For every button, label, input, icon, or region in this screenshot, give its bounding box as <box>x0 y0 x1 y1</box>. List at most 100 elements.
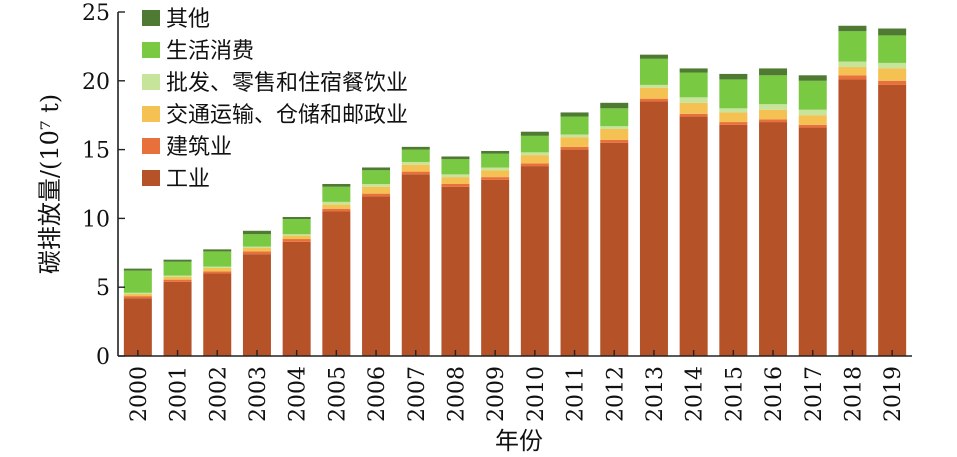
bar-segment-2019-series-1 <box>878 80 907 85</box>
bar-segment-2002-series-4 <box>203 251 232 267</box>
bars-layer <box>123 25 907 357</box>
bar-segment-2007-series-0 <box>401 174 430 356</box>
legend-swatch-series-5 <box>142 10 160 26</box>
bar-segment-2019-series-0 <box>878 84 907 357</box>
bar-segment-2013-series-1 <box>639 98 668 102</box>
x-tick-label: 2015 <box>722 366 747 422</box>
bar-segment-2004-series-4 <box>282 219 311 235</box>
bar-segment-2007-series-5 <box>401 146 430 150</box>
bar-segment-2004-series-0 <box>282 241 311 356</box>
x-tick-label: 2002 <box>206 366 231 422</box>
bar-segment-2003-series-0 <box>242 254 271 356</box>
legend-swatch-series-3 <box>142 74 160 90</box>
bar-segment-2006-series-2 <box>362 186 391 194</box>
bar-segment-2006-series-4 <box>362 170 391 184</box>
bar-segment-2008-series-4 <box>441 159 470 175</box>
bar-segment-2018-series-0 <box>838 79 867 357</box>
bar-segment-2017-series-4 <box>798 80 827 110</box>
bar-segment-2011-series-1 <box>560 146 589 150</box>
bar-segment-2015-series-5 <box>719 73 748 80</box>
x-tick-label: 2007 <box>405 366 430 422</box>
y-tick-label: 0 <box>96 345 110 370</box>
bar-segment-2014-series-4 <box>679 72 708 98</box>
bar-segment-2004-series-3 <box>282 234 311 236</box>
y-tick-label: 25 <box>82 1 110 26</box>
bar-segment-2013-series-3 <box>639 84 668 88</box>
bar-segment-2004-series-1 <box>282 239 311 242</box>
x-tick-label: 2016 <box>762 366 787 422</box>
bar-segment-2016-series-4 <box>759 75 788 105</box>
legend-label-series-4: 生活消费 <box>166 39 254 64</box>
bar-segment-2001-series-5 <box>163 259 192 262</box>
bar-segment-2016-series-1 <box>759 119 788 123</box>
legend-label-series-2: 交通运输、仓储和邮政业 <box>166 103 408 128</box>
x-tick-label: 2018 <box>841 366 866 422</box>
x-tick-label: 2004 <box>286 366 311 422</box>
bar-segment-2014-series-0 <box>679 116 708 356</box>
bar-segment-2019-series-3 <box>878 62 907 69</box>
bar-segment-2004-series-5 <box>282 217 311 220</box>
y-ticks: 0 5 10 15 20 25 <box>82 1 125 370</box>
bar-segment-2016-series-2 <box>759 109 788 120</box>
x-tick-label: 2005 <box>325 366 350 422</box>
x-tick-label: 2019 <box>881 366 906 422</box>
bar-segment-2010-series-5 <box>520 131 549 136</box>
bar-segment-2001-series-2 <box>163 276 192 280</box>
bar-segment-2001-series-3 <box>163 275 192 277</box>
x-ticks: 2000 2001 2002 2003 2004 2005 2006 2007 2008 2009… <box>127 350 906 422</box>
bar-segment-2003-series-1 <box>242 251 271 255</box>
x-tick-label: 2017 <box>802 366 827 422</box>
x-tick-label: 2006 <box>365 366 390 422</box>
bar-segment-2010-series-2 <box>520 155 549 164</box>
bar-segment-2001-series-0 <box>163 281 192 356</box>
bar-segment-2007-series-3 <box>401 161 430 165</box>
bar-segment-2002-series-5 <box>203 249 232 252</box>
bar-segment-2017-series-0 <box>798 127 827 356</box>
bar-segment-2012-series-1 <box>600 139 629 143</box>
bar-segment-2016-series-5 <box>759 68 788 76</box>
bar-segment-2010-series-1 <box>520 163 549 167</box>
x-tick-label: 2003 <box>246 366 271 422</box>
bar-segment-2018-series-4 <box>838 31 867 62</box>
bar-segment-2008-series-5 <box>441 156 470 160</box>
bar-segment-2012-series-0 <box>600 142 629 356</box>
bar-segment-2017-series-2 <box>798 115 827 125</box>
bar-segment-2008-series-1 <box>441 184 470 187</box>
bar-segment-2008-series-2 <box>441 177 470 184</box>
x-tick-label: 2001 <box>167 366 192 422</box>
bar-segment-2006-series-5 <box>362 167 391 171</box>
legend-swatch-series-2 <box>142 106 160 122</box>
bar-segment-2008-series-0 <box>441 186 470 356</box>
bar-segment-2009-series-5 <box>481 150 510 154</box>
legend-swatch-series-0 <box>142 170 160 186</box>
bar-segment-2019-series-5 <box>878 28 907 36</box>
y-tick-label: 5 <box>96 276 110 301</box>
bar-segment-2006-series-1 <box>362 193 391 197</box>
bar-segment-2007-series-2 <box>401 164 430 172</box>
bar-segment-2013-series-4 <box>639 58 668 85</box>
bar-segment-2018-series-2 <box>838 67 867 76</box>
x-tick-label: 2013 <box>643 366 668 422</box>
bar-segment-2003-series-3 <box>242 246 271 248</box>
bar-segment-2002-series-3 <box>203 266 232 268</box>
bar-segment-2005-series-1 <box>322 208 351 212</box>
x-tick-label: 2008 <box>444 366 469 422</box>
bar-segment-2005-series-2 <box>322 204 351 209</box>
x-tick-label: 2000 <box>127 366 152 422</box>
x-tick-label: 2009 <box>484 366 509 422</box>
bar-segment-2000-series-5 <box>123 268 152 271</box>
bar-segment-2003-series-5 <box>242 230 271 235</box>
bar-segment-2002-series-0 <box>203 273 232 356</box>
x-axis-title: 年份 <box>495 427 543 455</box>
bar-segment-2002-series-2 <box>203 267 232 272</box>
bar-segment-2009-series-3 <box>481 167 510 171</box>
bar-segment-2011-series-3 <box>560 134 589 138</box>
bar-segment-2011-series-5 <box>560 112 589 117</box>
bar-segment-2015-series-2 <box>719 112 748 123</box>
bar-segment-2004-series-2 <box>282 235 311 240</box>
legend-label-series-3: 批发、零售和住宿餐饮业 <box>166 71 408 96</box>
bar-segment-2005-series-4 <box>322 186 351 202</box>
y-axis-title: 碳排放量/(10⁷ t) <box>36 94 64 274</box>
